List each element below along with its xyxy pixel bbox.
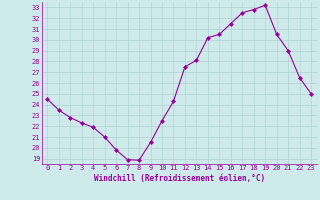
X-axis label: Windchill (Refroidissement éolien,°C): Windchill (Refroidissement éolien,°C) (94, 174, 265, 183)
